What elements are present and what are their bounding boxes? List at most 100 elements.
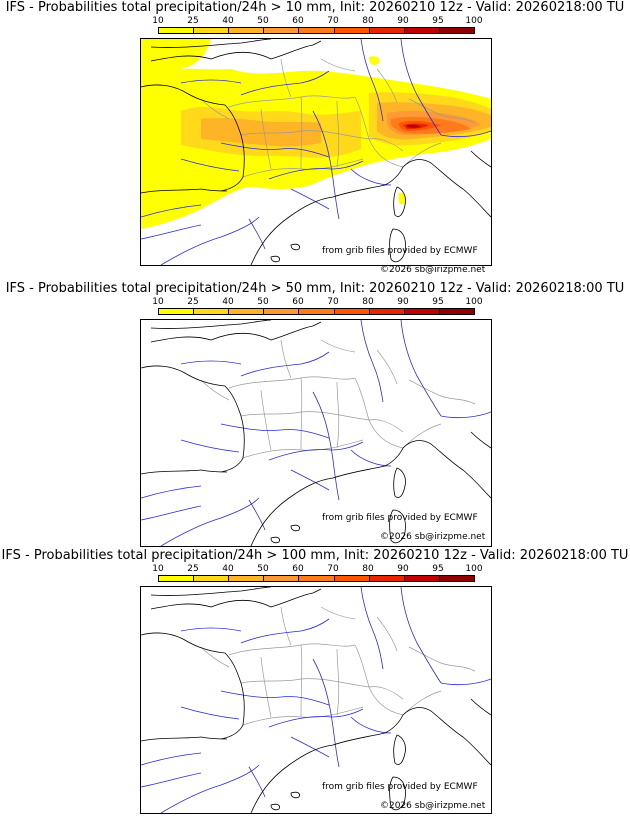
scale-label-100: 100 bbox=[465, 16, 483, 26]
scale-label-50: 50 bbox=[257, 16, 269, 26]
border-line bbox=[336, 381, 340, 449]
river-line bbox=[290, 188, 330, 210]
scale-label-40: 40 bbox=[222, 16, 234, 26]
color-scale-labels: 10 25 40 50 60 70 80 90 95 100 bbox=[140, 16, 510, 26]
scale-label-10: 10 bbox=[152, 16, 164, 26]
scale-swatch bbox=[159, 576, 195, 581]
river-line bbox=[268, 708, 364, 728]
river-line bbox=[180, 360, 242, 365]
scale-label-100: 100 bbox=[465, 297, 483, 307]
scale-swatch bbox=[404, 28, 440, 33]
border-line bbox=[228, 643, 356, 656]
scale-swatch bbox=[299, 28, 335, 33]
border-line bbox=[228, 376, 356, 389]
scale-label-10: 10 bbox=[152, 297, 164, 307]
river-line bbox=[312, 658, 340, 768]
scale-swatch bbox=[404, 576, 440, 581]
coastline bbox=[150, 320, 272, 329]
coastline bbox=[402, 159, 491, 218]
color-scale-bar bbox=[158, 308, 475, 315]
river-line bbox=[220, 423, 330, 439]
scale-label-60: 60 bbox=[292, 564, 304, 574]
scale-label-95: 95 bbox=[432, 564, 444, 574]
color-scale-bar bbox=[158, 575, 475, 582]
coastline bbox=[141, 188, 228, 194]
river-line bbox=[141, 224, 202, 240]
river-line bbox=[312, 391, 340, 501]
coastline bbox=[290, 524, 300, 532]
scale-label-25: 25 bbox=[187, 297, 199, 307]
river-line bbox=[350, 716, 392, 734]
border-line bbox=[260, 108, 272, 170]
border-line bbox=[376, 349, 398, 385]
scale-swatch bbox=[299, 309, 335, 314]
border-line bbox=[336, 100, 340, 168]
river-line bbox=[350, 168, 392, 186]
river-line bbox=[360, 320, 384, 403]
river-line bbox=[220, 142, 330, 158]
river-line bbox=[290, 469, 330, 491]
coastline bbox=[250, 714, 404, 813]
coastline bbox=[141, 84, 245, 192]
river-line bbox=[400, 39, 442, 136]
scale-swatch bbox=[194, 576, 230, 581]
scale-label-40: 40 bbox=[222, 297, 234, 307]
border-line bbox=[240, 130, 370, 140]
river-line bbox=[160, 764, 260, 813]
map-panel-100mm: IFS - Probabilities total precipitation/… bbox=[0, 548, 630, 824]
border-line bbox=[200, 379, 230, 401]
coastline bbox=[389, 228, 406, 263]
scale-label-70: 70 bbox=[327, 564, 339, 574]
border-line bbox=[368, 419, 404, 433]
scale-swatch bbox=[439, 576, 474, 581]
river-line bbox=[268, 441, 364, 461]
coastline bbox=[402, 440, 491, 499]
coastline bbox=[470, 698, 491, 716]
scale-swatch bbox=[229, 28, 265, 33]
scale-swatch bbox=[369, 309, 405, 314]
coastline bbox=[141, 365, 245, 473]
scale-label-80: 80 bbox=[362, 297, 374, 307]
coastline bbox=[393, 186, 406, 217]
panel-title: IFS - Probabilities total precipitation/… bbox=[1, 548, 629, 563]
scale-label-50: 50 bbox=[257, 297, 269, 307]
border-line bbox=[242, 439, 364, 459]
coastline bbox=[270, 536, 280, 544]
border-line bbox=[408, 646, 476, 672]
precipitation-map bbox=[140, 586, 492, 814]
coastline bbox=[402, 707, 491, 766]
scale-label-70: 70 bbox=[327, 297, 339, 307]
scale-swatch bbox=[229, 576, 265, 581]
river-line bbox=[360, 39, 384, 122]
scale-swatch bbox=[194, 28, 230, 33]
scale-label-25: 25 bbox=[187, 564, 199, 574]
color-scale-labels: 10 25 40 50 60 70 80 90 95 100 bbox=[140, 564, 510, 574]
border-line bbox=[320, 339, 356, 353]
coastline bbox=[250, 166, 404, 265]
scale-label-90: 90 bbox=[397, 16, 409, 26]
scale-swatch bbox=[264, 309, 300, 314]
scale-label-80: 80 bbox=[362, 16, 374, 26]
coastline bbox=[290, 243, 300, 251]
river-line bbox=[141, 505, 202, 521]
coastline bbox=[389, 776, 406, 811]
precipitation-map bbox=[140, 38, 492, 266]
color-scale-labels: 10 25 40 50 60 70 80 90 95 100 bbox=[140, 297, 510, 307]
coastline bbox=[470, 150, 491, 168]
river-line bbox=[248, 766, 266, 798]
source-credit: from grib files provided by ECMWF bbox=[322, 782, 478, 792]
river-line bbox=[141, 204, 202, 218]
river-line bbox=[360, 587, 384, 670]
panel-title: IFS - Probabilities total precipitation/… bbox=[5, 0, 625, 15]
border-line bbox=[402, 423, 442, 449]
coastline bbox=[393, 467, 406, 498]
river-line bbox=[350, 449, 392, 467]
river-line bbox=[290, 736, 330, 758]
river-line bbox=[400, 587, 442, 684]
border-line bbox=[260, 656, 272, 718]
border-line bbox=[300, 377, 303, 451]
scale-swatch bbox=[159, 309, 195, 314]
scale-label-60: 60 bbox=[292, 16, 304, 26]
river-line bbox=[240, 618, 330, 644]
border-line bbox=[260, 389, 272, 451]
